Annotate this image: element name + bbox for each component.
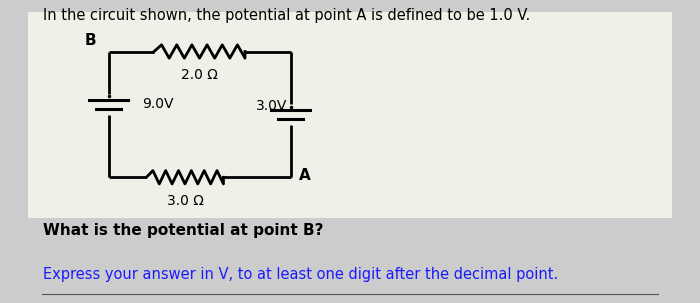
Text: Express your answer in V, to at least one digit after the decimal point.: Express your answer in V, to at least on… xyxy=(43,267,559,282)
Text: What is the potential at point B?: What is the potential at point B? xyxy=(43,223,324,238)
Bar xyxy=(28,12,672,218)
Text: 9.0V: 9.0V xyxy=(142,97,174,111)
Text: 3.0 Ω: 3.0 Ω xyxy=(167,194,204,208)
Text: 2.0 Ω: 2.0 Ω xyxy=(181,68,218,82)
Text: In the circuit shown, the potential at point A is defined to be 1.0 V.: In the circuit shown, the potential at p… xyxy=(43,8,531,23)
Text: A: A xyxy=(299,168,311,183)
Text: B: B xyxy=(84,33,96,48)
Text: 3.0V: 3.0V xyxy=(256,99,287,113)
